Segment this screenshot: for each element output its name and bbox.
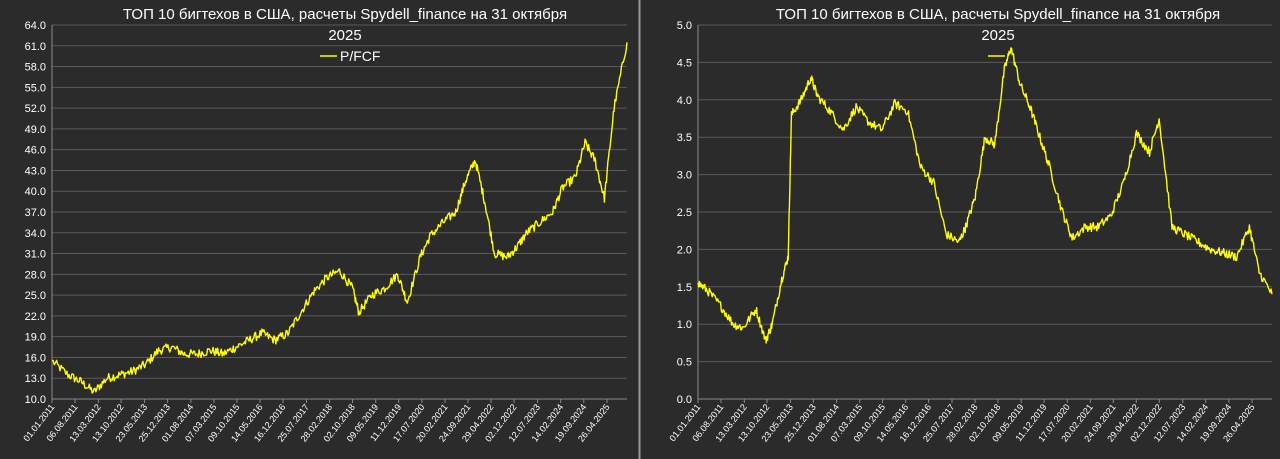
- y-tick-label: 37.0: [25, 207, 46, 219]
- series-line: [51, 42, 628, 394]
- y-tick-label: 16.0: [25, 352, 46, 364]
- x-axis-ticks: 01.01.201106.08.201113.03.201213.10.2012…: [21, 399, 612, 444]
- y-tick-label: 2.5: [677, 207, 692, 219]
- y-tick-label: 43.0: [25, 165, 46, 177]
- y-tick-label: 13.0: [25, 373, 46, 385]
- y-tick-label: 58.0: [25, 62, 46, 74]
- series-line: [697, 47, 1273, 344]
- y-axis-ticks: 10.0 13.0 16.0 19.0 22.0 25.0 28.0 31.0 34.0 37.0…: [25, 20, 46, 406]
- y-tick-label: 3.0: [677, 170, 692, 182]
- chart-left: ТОП 10 бигтехов в США, расчеты Spydell_f…: [21, 6, 628, 444]
- y-tick-label: 5.0: [677, 20, 692, 32]
- y-tick-label: 55.0: [25, 82, 46, 94]
- y-axis-ticks: 0.0 0.5 1.0 1.5 2.0 2.5 3.0 3.5 4.0 4.5 5.0: [677, 20, 692, 406]
- x-axis-ticks: 01.01.201106.08.201113.03.201213.10.2012…: [667, 399, 1257, 444]
- y-tick-label: 2.0: [677, 244, 692, 256]
- y-tick-label: 4.5: [677, 57, 692, 69]
- y-tick-label: 0.5: [677, 357, 692, 369]
- legend-label: P/FCF: [340, 48, 380, 64]
- y-tick-label: 1.0: [677, 319, 692, 331]
- y-tick-label: 49.0: [25, 124, 46, 136]
- y-tick-label: 31.0: [25, 249, 46, 261]
- y-tick-label: 61.0: [25, 41, 46, 53]
- chart-title-line-2: 2025: [328, 27, 361, 44]
- chart-title-line-1: ТОП 10 бигтехов в США, расчеты Spydell_f…: [123, 6, 567, 23]
- y-tick-label: 28.0: [25, 269, 46, 281]
- y-tick-label: 25.0: [25, 290, 46, 302]
- legend: P/FCF: [320, 48, 380, 64]
- y-tick-label: 0.0: [677, 394, 692, 406]
- chart-right: ТОП 10 бигтехов в США, расчеты Spydell_f…: [667, 6, 1273, 444]
- chart-title-line-2: 2025: [981, 27, 1014, 44]
- y-tick-label: 3.5: [677, 132, 692, 144]
- y-tick-label: 10.0: [25, 394, 46, 406]
- chart-title-line-1: ТОП 10 бигтехов в США, расчеты Spydell_f…: [776, 6, 1220, 23]
- y-tick-label: 64.0: [25, 20, 46, 32]
- y-tick-label: 22.0: [25, 311, 46, 323]
- y-tick-label: 4.0: [677, 95, 692, 107]
- y-tick-label: 1.5: [677, 282, 692, 294]
- grid-lines: [698, 24, 1272, 400]
- y-tick-label: 34.0: [25, 228, 46, 240]
- y-tick-label: 40.0: [25, 186, 46, 198]
- grid-lines: [52, 24, 627, 400]
- y-tick-label: 19.0: [25, 332, 46, 344]
- y-tick-label: 52.0: [25, 103, 46, 115]
- y-tick-label: 46.0: [25, 145, 46, 157]
